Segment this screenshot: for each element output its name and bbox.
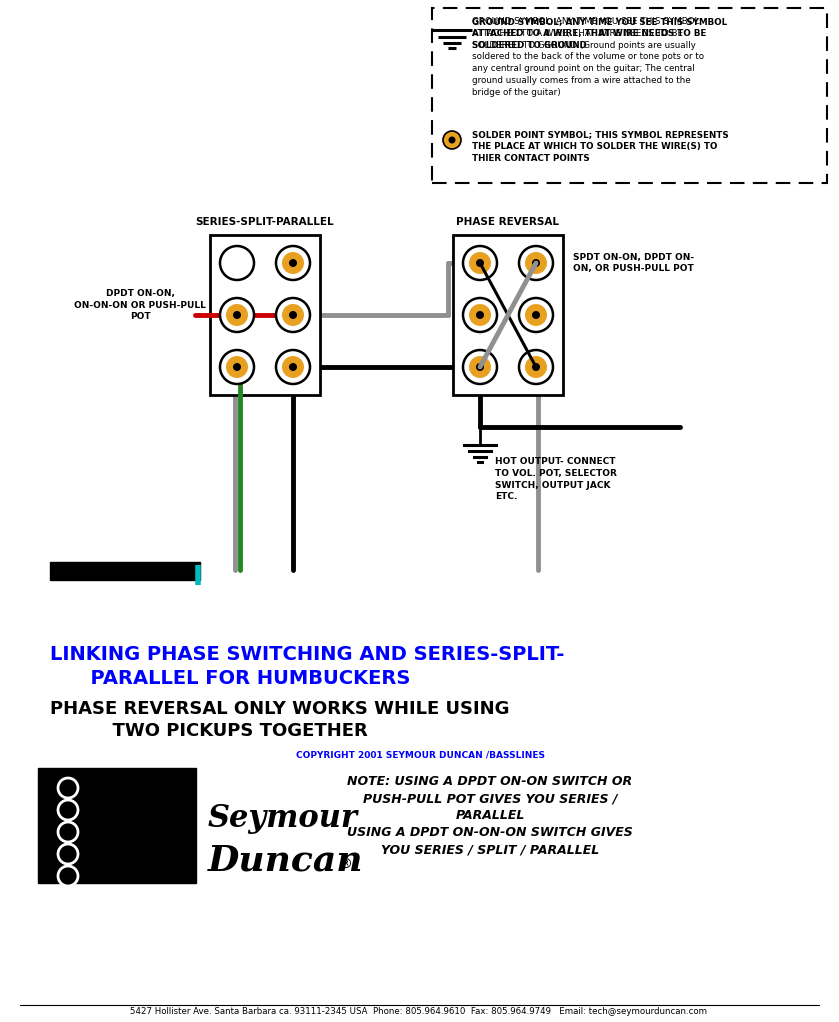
Circle shape: [282, 356, 304, 378]
Text: GROUND SYMBOL; ANY TIME YOU SEE THIS SYMBOL
ATTACHED TO A WIRE, THAT WIRE NEEDS : GROUND SYMBOL; ANY TIME YOU SEE THIS SYM…: [472, 17, 704, 97]
Text: DPDT ON-ON,
ON-ON-ON OR PUSH-PULL
POT: DPDT ON-ON, ON-ON-ON OR PUSH-PULL POT: [74, 288, 206, 321]
Text: SPDT ON-ON, DPDT ON-
ON, OR PUSH-PULL POT: SPDT ON-ON, DPDT ON- ON, OR PUSH-PULL PO…: [573, 252, 694, 274]
Circle shape: [532, 259, 540, 267]
Text: HOT OUTPUT- CONNECT
TO VOL. POT, SELECTOR
SWITCH, OUTPUT JACK
ETC.: HOT OUTPUT- CONNECT TO VOL. POT, SELECTO…: [495, 457, 617, 502]
Circle shape: [220, 298, 254, 332]
Text: GROUND SYMBOL; ANY TIME YOU SEE THIS SYMBOL
ATTACHED TO A WIRE, THAT WIRE NEEDS : GROUND SYMBOL; ANY TIME YOU SEE THIS SYM…: [472, 17, 727, 50]
Text: LINKING PHASE SWITCHING AND SERIES-SPLIT-
      PARALLEL FOR HUMBUCKERS: LINKING PHASE SWITCHING AND SERIES-SPLIT…: [50, 645, 565, 688]
Circle shape: [58, 822, 78, 842]
Text: PHASE REVERSAL: PHASE REVERSAL: [456, 217, 560, 227]
Bar: [38, 768, 196, 883]
Text: PHASE REVERSAL ONLY WORKS WHILE USING
          TWO PICKUPS TOGETHER: PHASE REVERSAL ONLY WORKS WHILE USING TW…: [50, 700, 509, 740]
Text: ®: ®: [338, 858, 352, 872]
Text: Seymour: Seymour: [208, 803, 358, 834]
Circle shape: [463, 298, 497, 332]
Text: 5427 Hollister Ave. Santa Barbara ca. 93111-2345 USA  Phone: 805.964.9610  Fax: : 5427 Hollister Ave. Santa Barbara ca. 93…: [131, 1007, 707, 1016]
Text: Duncan: Duncan: [208, 843, 363, 877]
Circle shape: [220, 246, 254, 280]
Circle shape: [276, 298, 310, 332]
Circle shape: [276, 246, 310, 280]
Bar: [50, 562, 200, 580]
Bar: [210, 235, 320, 394]
Circle shape: [58, 866, 78, 886]
Circle shape: [519, 246, 553, 280]
Circle shape: [469, 252, 491, 274]
Circle shape: [476, 363, 484, 371]
Circle shape: [469, 304, 491, 326]
Circle shape: [226, 304, 248, 326]
Circle shape: [282, 304, 304, 326]
Circle shape: [289, 311, 297, 319]
Text: SOLDER POINT SYMBOL; THIS SYMBOL REPRESENTS
THE PLACE AT WHICH TO SOLDER THE WIR: SOLDER POINT SYMBOL; THIS SYMBOL REPRESE…: [472, 130, 729, 162]
Circle shape: [525, 252, 547, 274]
Circle shape: [220, 350, 254, 384]
Circle shape: [233, 311, 241, 319]
Circle shape: [443, 131, 461, 149]
Circle shape: [58, 778, 78, 798]
Circle shape: [525, 356, 547, 378]
Circle shape: [525, 304, 547, 326]
Circle shape: [449, 137, 456, 143]
Circle shape: [58, 800, 78, 820]
Circle shape: [532, 311, 540, 319]
Circle shape: [519, 350, 553, 384]
Text: SERIES-SPLIT-PARALLEL: SERIES-SPLIT-PARALLEL: [195, 217, 334, 227]
Circle shape: [289, 259, 297, 267]
Circle shape: [233, 363, 241, 371]
Bar: [453, 235, 563, 394]
Bar: [432, 8, 827, 183]
Circle shape: [476, 311, 484, 319]
Circle shape: [532, 363, 540, 371]
Text: NOTE: USING A DPDT ON-ON SWITCH OR
PUSH-PULL POT GIVES YOU SERIES /
PARALLEL
USI: NOTE: USING A DPDT ON-ON SWITCH OR PUSH-…: [347, 775, 633, 856]
Circle shape: [289, 363, 297, 371]
Circle shape: [519, 298, 553, 332]
Circle shape: [276, 350, 310, 384]
Circle shape: [58, 844, 78, 864]
Circle shape: [476, 259, 484, 267]
Text: COPYRIGHT 2001 SEYMOUR DUNCAN /BASSLINES: COPYRIGHT 2001 SEYMOUR DUNCAN /BASSLINES: [295, 750, 545, 759]
Circle shape: [463, 350, 497, 384]
Circle shape: [226, 356, 248, 378]
Circle shape: [469, 356, 491, 378]
Circle shape: [463, 246, 497, 280]
Circle shape: [282, 252, 304, 274]
